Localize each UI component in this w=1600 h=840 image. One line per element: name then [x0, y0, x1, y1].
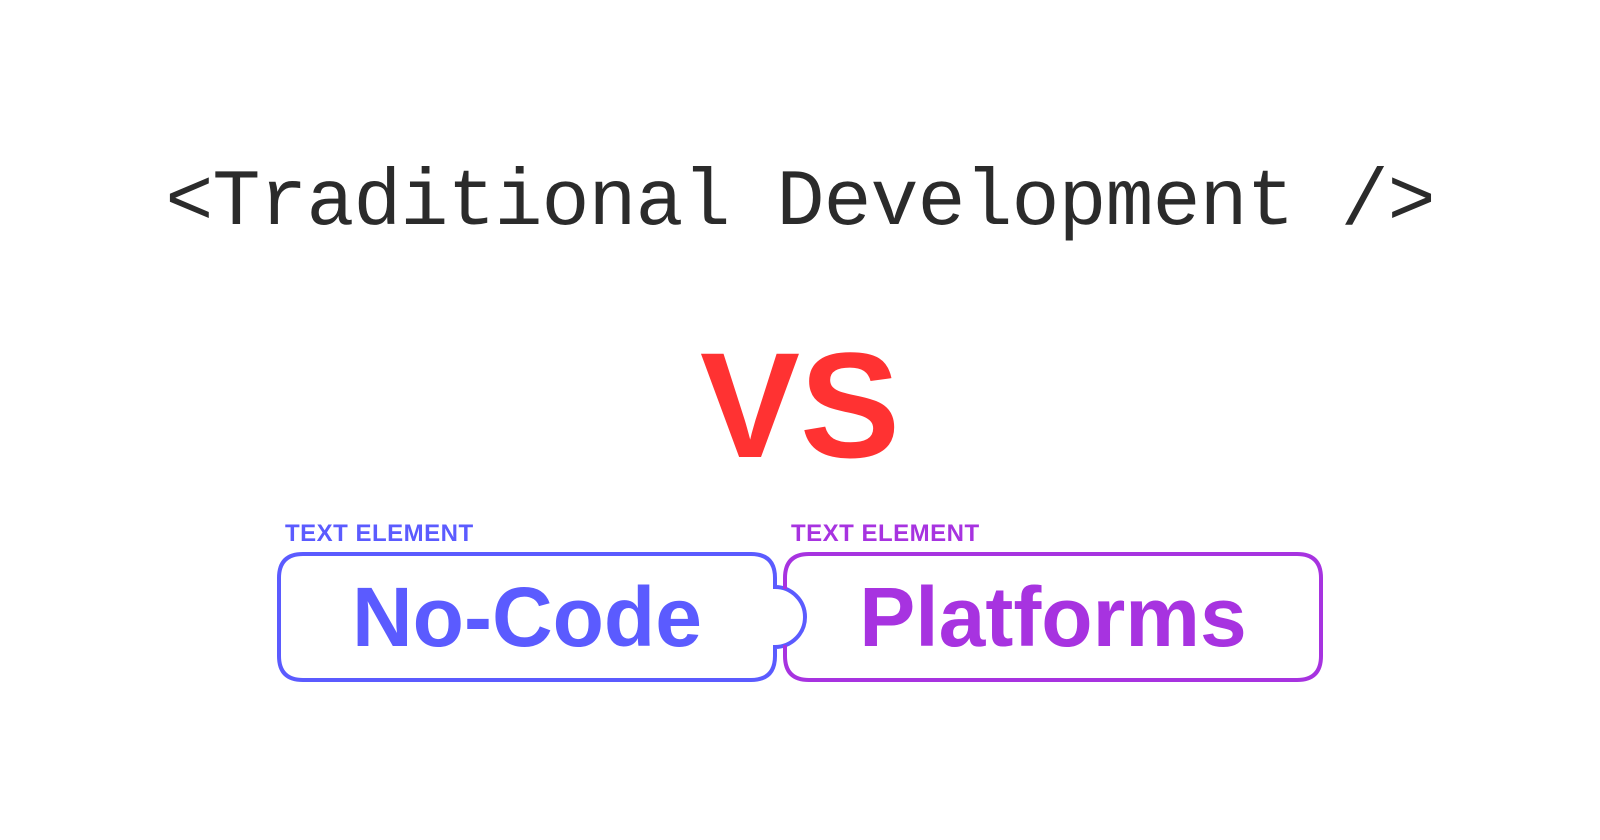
platforms-block: TEXT ELEMENT Platforms: [783, 552, 1323, 682]
nocode-platforms-group: TEXT ELEMENT No-Code TEXT ELEMENT Platfo…: [277, 552, 1323, 682]
nocode-text: No-Code: [352, 569, 702, 666]
traditional-dev-heading: <Traditional Development />: [165, 158, 1434, 249]
nocode-block: TEXT ELEMENT No-Code: [277, 552, 777, 682]
platforms-tag-label: TEXT ELEMENT: [791, 520, 980, 548]
nocode-tag-label: TEXT ELEMENT: [285, 520, 474, 548]
platforms-text: Platforms: [859, 569, 1246, 666]
vs-heading: VS: [700, 319, 900, 492]
